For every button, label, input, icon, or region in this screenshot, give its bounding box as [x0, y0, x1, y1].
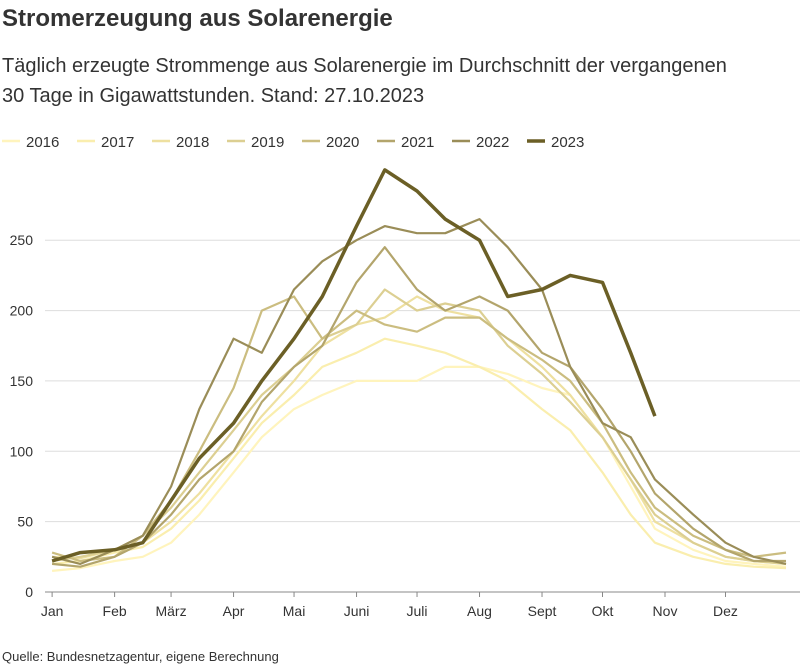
legend-label: 2018 [176, 134, 209, 151]
x-tick-label: Nov [653, 603, 678, 619]
y-tick-label: 100 [10, 443, 34, 459]
legend-label: 2021 [401, 134, 434, 151]
series-line [52, 295, 787, 565]
series-line [51, 288, 787, 565]
legend-label: 2023 [551, 134, 584, 151]
series-line [51, 246, 786, 568]
x-tick-label: Juli [407, 603, 428, 619]
series-line [51, 337, 787, 570]
legend-label: 2017 [101, 134, 134, 151]
y-tick-label: 50 [17, 514, 33, 530]
x-tick-label: Sept [528, 603, 557, 619]
x-tick-label: Dez [713, 603, 738, 619]
y-tick-label: 250 [10, 232, 34, 248]
series-line [51, 218, 787, 565]
x-tick-label: März [155, 603, 186, 619]
x-tick-label: Apr [223, 603, 245, 619]
chart-title: Stromerzeugung aus Solarenergie [2, 5, 393, 32]
y-tick-label: 200 [10, 303, 34, 319]
x-tick-label: Jan [41, 603, 64, 619]
legend-label: 2016 [26, 134, 59, 151]
series-line [51, 365, 787, 572]
x-tick-label: Okt [592, 603, 614, 619]
chart-subtitle: Täglich erzeugte Strommenge aus Solarene… [2, 55, 727, 107]
y-tick-label: 150 [10, 373, 34, 389]
legend-label: 2022 [476, 134, 509, 151]
x-tick-label: Aug [467, 603, 492, 619]
series-line [51, 168, 657, 563]
legend-label: 2020 [326, 134, 359, 151]
source: Quelle: Bundesnetzagentur, eigene Berech… [2, 649, 279, 664]
legend-label: 2019 [251, 134, 284, 151]
x-tick-label: Juni [344, 603, 370, 619]
x-tick-label: Mai [283, 603, 306, 619]
y-tick-label: 0 [25, 584, 33, 600]
x-tick-label: Feb [103, 603, 127, 619]
